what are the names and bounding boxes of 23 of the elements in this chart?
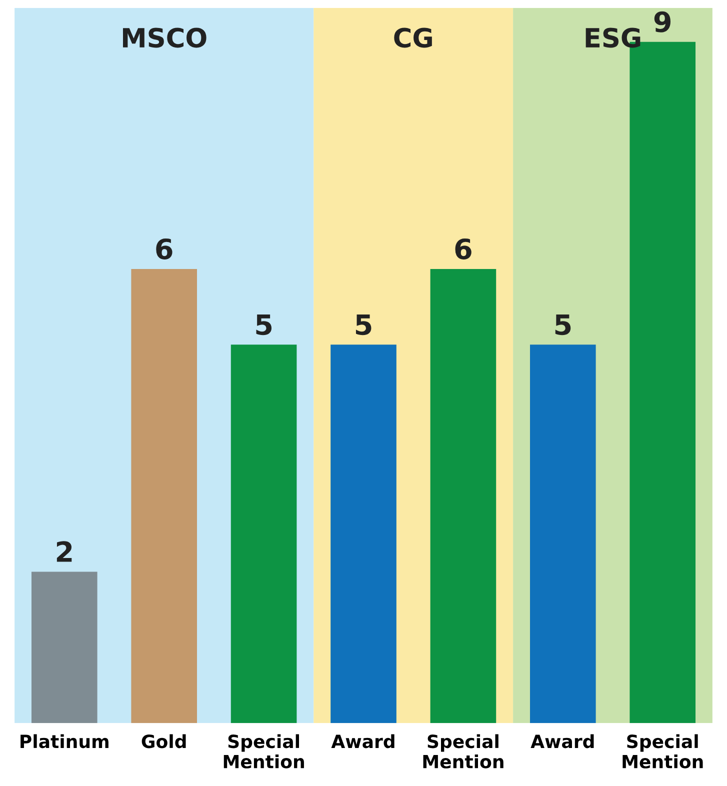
data-label: 6 bbox=[156, 238, 172, 260]
bar bbox=[131, 268, 197, 724]
annotation: CG bbox=[394, 28, 432, 48]
x-tick-label: Special Mention bbox=[423, 734, 504, 768]
bar bbox=[530, 344, 596, 724]
band-label: MSCO bbox=[122, 28, 206, 48]
x-tick-label: Platinum bbox=[20, 734, 108, 748]
data-label: 6 bbox=[455, 238, 472, 260]
x-tick-label: Special Mention bbox=[224, 734, 304, 768]
data-label: 5 bbox=[356, 314, 372, 336]
bar bbox=[230, 344, 297, 724]
data-label: 2 bbox=[56, 541, 72, 562]
bar bbox=[31, 572, 98, 724]
data-label: 5 bbox=[555, 314, 571, 336]
bar bbox=[330, 344, 396, 724]
data-label: 9 bbox=[654, 11, 670, 32]
x-tick-label: Gold bbox=[142, 734, 186, 748]
data-label: 5 bbox=[256, 314, 272, 336]
x-tick-label: Special Mention bbox=[622, 734, 703, 768]
x-tick-label: Award bbox=[331, 734, 394, 748]
annotation: ESG bbox=[586, 28, 640, 48]
x-tick-label: Award bbox=[530, 734, 594, 748]
bar bbox=[430, 268, 496, 724]
